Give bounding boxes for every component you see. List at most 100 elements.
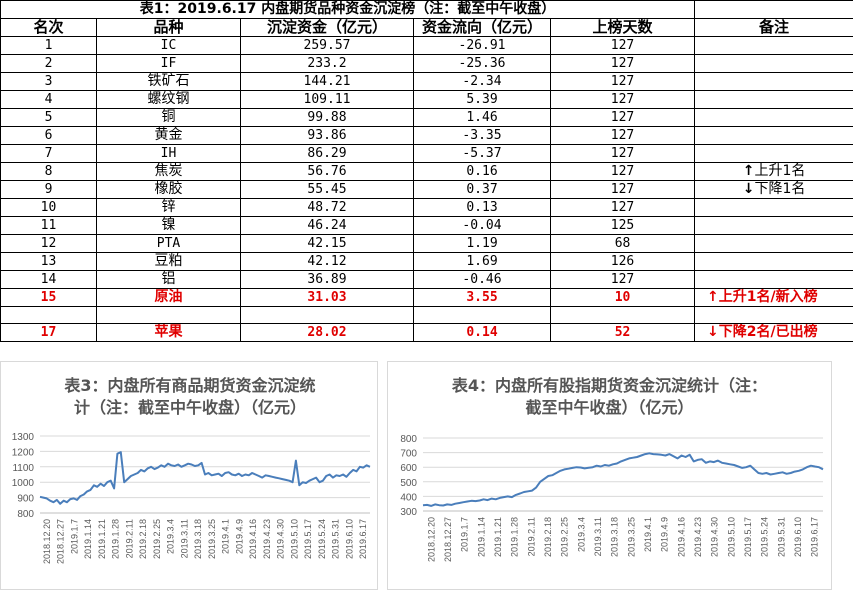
cell-days: 127 bbox=[549, 72, 696, 91]
cell-flow: 3.55 bbox=[413, 288, 551, 307]
cell-name: 铝 bbox=[96, 270, 241, 289]
cell-note bbox=[694, 108, 853, 127]
x-tick-label: 2019.3.18 bbox=[610, 517, 620, 557]
header-note: 备注 bbox=[694, 18, 853, 37]
cell-amount: 109.11 bbox=[240, 90, 414, 109]
cell-rank: 13 bbox=[0, 252, 97, 271]
x-tick-label: 2019.5.31 bbox=[331, 519, 341, 559]
cell-rank: 1 bbox=[0, 36, 97, 55]
cell-flow: -0.46 bbox=[413, 270, 551, 289]
x-tick-label: 2019.3.18 bbox=[193, 519, 203, 559]
cell-flow: -25.36 bbox=[413, 54, 551, 73]
y-tick-label: 1000 bbox=[12, 478, 35, 489]
table-row: 13 豆粕 42.12 1.69 126 bbox=[0, 252, 853, 271]
cell-note: ↓下降1名 bbox=[694, 180, 853, 199]
cell-name: IH bbox=[96, 144, 241, 163]
x-tick-label: 2018.12.27 bbox=[443, 517, 453, 562]
charts-area: 800 900 1000 1100 1200 1300 2018.12.20 2018.12.… bbox=[0, 361, 853, 590]
x-tick-label: 2019.4.16 bbox=[248, 519, 258, 559]
y-tick-label: 400 bbox=[400, 492, 417, 503]
chart-border bbox=[387, 361, 832, 590]
blank-cell bbox=[549, 306, 696, 324]
note-text: 上升1名/新入榜 bbox=[718, 289, 818, 306]
x-tick-label: 2019.3.4 bbox=[576, 517, 586, 552]
y-tick-label: 600 bbox=[400, 463, 417, 474]
y-tick-label: 800 bbox=[400, 434, 417, 445]
cell-days: 127 bbox=[549, 198, 696, 217]
cell-amount: 28.02 bbox=[240, 323, 414, 342]
cell-flow: -2.34 bbox=[413, 72, 551, 91]
index-chart-title-line1: 表4：内盘所有股指期货资金沉淀统计（注： bbox=[451, 376, 768, 395]
note-text: 下降1名 bbox=[754, 181, 806, 198]
x-tick-label: 2019.4.1 bbox=[221, 519, 231, 554]
cell-flow: 0.16 bbox=[413, 162, 551, 181]
cell-rank: 3 bbox=[0, 72, 97, 91]
table-row: 17 苹果 28.02 0.14 52 ↓下降2名/已出榜 bbox=[0, 323, 853, 342]
note-text: 下降2名/已出榜 bbox=[718, 324, 818, 341]
table-row: 11 镍 46.24 -0.04 125 bbox=[0, 216, 853, 235]
header-rank: 名次 bbox=[0, 18, 97, 37]
cell-rank: 17 bbox=[0, 323, 97, 342]
table-row: 1 IC 259.57 -26.91 127 bbox=[0, 36, 853, 55]
series-line bbox=[422, 452, 824, 507]
commodity-chart-title: 表3：内盘所有商品期货资金沉淀统 计（注：截至中午收盘）（亿元） bbox=[20, 375, 360, 419]
blank-cell bbox=[413, 306, 551, 324]
cell-days: 127 bbox=[549, 180, 696, 199]
cell-name: 铜 bbox=[96, 108, 241, 127]
x-tick-label: 2019.5.31 bbox=[776, 517, 786, 557]
header-flow: 资金流向（亿元） bbox=[413, 18, 551, 37]
x-tick-label: 2019.1.14 bbox=[83, 519, 93, 559]
x-tick-label: 2019.4.30 bbox=[710, 517, 720, 557]
commodity-chart-title-line1: 表3：内盘所有商品期货资金沉淀统 bbox=[64, 376, 316, 395]
x-tick-label: 2018.12.20 bbox=[42, 519, 52, 564]
cell-note bbox=[694, 54, 853, 73]
cell-name: IF bbox=[96, 54, 241, 73]
table-row: 14 铝 36.89 -0.46 127 bbox=[0, 270, 853, 289]
commodity-fund-chart: 800 900 1000 1100 1200 1300 2018.12.20 2018.12.… bbox=[0, 361, 378, 590]
cell-days: 52 bbox=[549, 323, 696, 342]
cell-note bbox=[694, 72, 853, 91]
x-tick-label: 2019.1.21 bbox=[493, 517, 503, 557]
commodity-chart-title-line2: 计（注：截至中午收盘）（亿元） bbox=[73, 398, 306, 417]
cell-flow: -5.37 bbox=[413, 144, 551, 163]
table-row: 10 锌 48.72 0.13 127 bbox=[0, 198, 853, 217]
cell-note bbox=[694, 90, 853, 109]
x-tick-label: 2019.5.17 bbox=[303, 519, 313, 559]
x-tick-label: 2018.12.20 bbox=[426, 517, 436, 562]
y-tick-label: 300 bbox=[400, 507, 417, 518]
cell-note bbox=[694, 252, 853, 271]
cell-amount: 99.88 bbox=[240, 108, 414, 127]
cell-rank: 6 bbox=[0, 126, 97, 145]
table-row: 7 IH 86.29 -5.37 127 bbox=[0, 144, 853, 163]
cell-amount: 56.76 bbox=[240, 162, 414, 181]
cell-rank: 15 bbox=[0, 288, 97, 307]
x-tick-label: 2019.1.28 bbox=[111, 519, 121, 559]
x-tick-label: 2019.3.25 bbox=[207, 519, 217, 559]
blank-cell bbox=[96, 306, 241, 324]
series-line bbox=[39, 451, 371, 505]
cell-rank: 2 bbox=[0, 54, 97, 73]
index-chart-title: 表4：内盘所有股指期货资金沉淀统计（注： 截至中午收盘）（亿元） bbox=[417, 375, 802, 419]
cell-amount: 233.2 bbox=[240, 54, 414, 73]
x-tick-label: 2019.4.1 bbox=[643, 517, 653, 552]
cell-name: 焦炭 bbox=[96, 162, 241, 181]
x-tick-label: 2019.5.17 bbox=[743, 517, 753, 557]
cell-rank: 4 bbox=[0, 90, 97, 109]
cell-flow: 1.19 bbox=[413, 234, 551, 253]
cell-days: 127 bbox=[549, 162, 696, 181]
x-tick-label: 2019.1.21 bbox=[97, 519, 107, 559]
x-tick-label: 2019.3.4 bbox=[166, 519, 176, 554]
cell-amount: 42.12 bbox=[240, 252, 414, 271]
index-chart-svg: 300 400 500 600 700 800 2018.12.20 2018.12.27 20… bbox=[387, 361, 832, 590]
cell-rank: 14 bbox=[0, 270, 97, 289]
cell-flow: 0.37 bbox=[413, 180, 551, 199]
cell-name: 锌 bbox=[96, 198, 241, 217]
x-tick-label: 2019.6.10 bbox=[344, 519, 354, 559]
cell-note bbox=[694, 36, 853, 55]
cell-note bbox=[694, 234, 853, 253]
x-tick-label: 2019.1.7 bbox=[69, 519, 79, 554]
cell-rank: 10 bbox=[0, 198, 97, 217]
cell-note: ↑上升1名 bbox=[694, 162, 853, 181]
cell-amount: 93.86 bbox=[240, 126, 414, 145]
arrow-down-icon: ↓ bbox=[742, 181, 755, 198]
